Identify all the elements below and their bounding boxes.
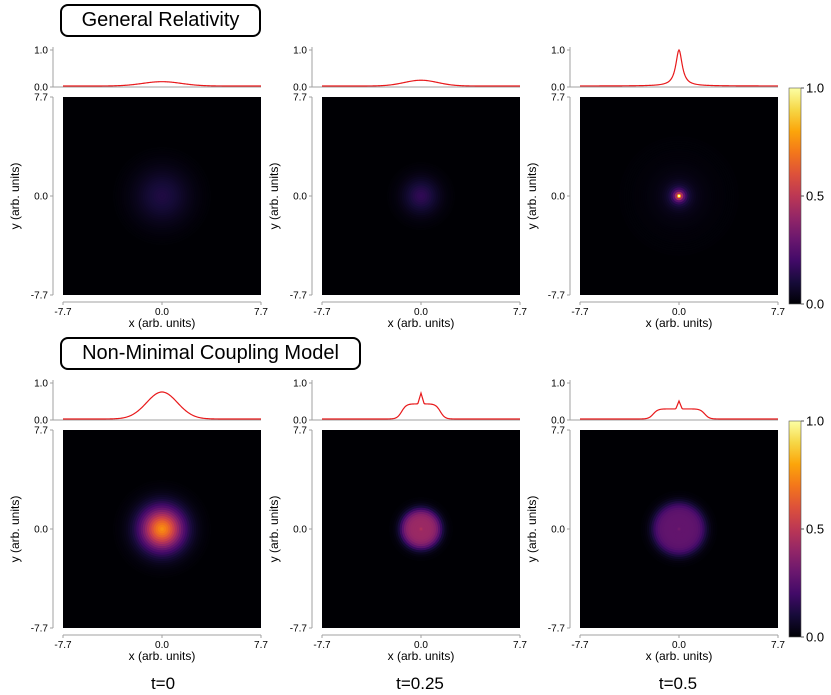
y-axis-label-r1c0: y (arb. units) [8, 496, 22, 563]
x-tick-label-r1c2: 0.0 [672, 640, 686, 651]
x-tick-label-r0c2: 0.0 [672, 307, 686, 318]
x-tick-label-r1c2: 7.7 [771, 640, 785, 651]
density-core-r0c1 [419, 194, 423, 198]
y-axis-label-r0c2: y (arb. units) [525, 163, 539, 230]
y-axis-label-r1c2: y (arb. units) [525, 496, 539, 563]
y-tick-label-r0c0: 0.0 [34, 192, 48, 203]
y-tick-label-r1c0: 0.0 [34, 525, 48, 536]
profile-tick-label-r0c0: 0.0 [34, 83, 48, 94]
time-label-t0: t=0 [150, 674, 176, 693]
x-axis-label-r0c0: x (arb. units) [129, 316, 196, 330]
profile-curve-r0c2 [579, 48, 779, 87]
profile-tick-label-r0c2: 0.0 [551, 83, 565, 94]
y-tick-label-r0c2: 7.7 [551, 93, 565, 104]
x-tick-label-r0c0: -7.7 [54, 307, 72, 318]
y-axis-label-r0c0: y (arb. units) [8, 163, 22, 230]
density-core-r0c0 [160, 194, 164, 198]
profile-tick-label-r1c2: 0.0 [551, 416, 565, 427]
y-tick-label-r1c1: 0.0 [293, 525, 307, 536]
x-axis-label-r1c1: x (arb. units) [388, 649, 455, 663]
profile-tick-label-r0c0: 1.0 [34, 46, 48, 57]
profile-tick-label-r0c1: 0.0 [293, 83, 307, 94]
density-core-r0c2 [677, 194, 681, 198]
colorbar-0 [788, 87, 802, 305]
y-tick-label-r0c2: 0.0 [551, 192, 565, 203]
x-tick-label-r0c2: 7.7 [771, 307, 785, 318]
profile-curve-r1c1 [322, 390, 520, 420]
profile-tick-label-r1c1: 0.0 [293, 416, 307, 427]
x-tick-label-r1c2: -7.7 [571, 640, 589, 651]
x-tick-label-r1c1: -7.7 [313, 640, 331, 651]
x-tick-label-r1c0: 0.0 [155, 640, 169, 651]
y-tick-label-r0c1: 7.7 [293, 93, 307, 104]
y-tick-label-r1c0: -7.7 [31, 624, 49, 635]
time-label-t025: t=0.25 [396, 674, 444, 693]
y-tick-label-r0c1: 0.0 [293, 192, 307, 203]
y-tick-label-r1c2: 7.7 [551, 426, 565, 437]
y-tick-label-r1c2: 0.0 [551, 525, 565, 536]
x-axis-label-r0c2: x (arb. units) [646, 316, 713, 330]
profile-tick-label-r0c2: 1.0 [551, 46, 565, 57]
x-tick-label-r1c0: 7.7 [254, 640, 268, 651]
colorbar-tick-label-1: 0.0 [806, 630, 824, 645]
x-tick-label-r0c1: 7.7 [513, 307, 527, 318]
profile-tick-label-r1c0: 1.0 [34, 379, 48, 390]
x-tick-label-r0c1: 0.0 [414, 307, 428, 318]
x-tick-label-r1c1: 0.0 [414, 640, 428, 651]
density-core-r1c0 [160, 527, 164, 531]
y-axis-label-r0c1: y (arb. units) [267, 163, 281, 230]
y-axis-label-r1c1: y (arb. units) [267, 496, 281, 563]
x-axis-label-r1c2: x (arb. units) [646, 649, 713, 663]
colorbar-tick-label-1: 1.0 [806, 414, 824, 429]
profile-tick-label-r1c0: 0.0 [34, 416, 48, 427]
profile-tick-label-r0c1: 1.0 [293, 46, 307, 57]
y-tick-label-r0c2: -7.7 [548, 291, 566, 302]
profile-curve-r1c2 [580, 399, 778, 420]
profile-tick-label-r1c2: 1.0 [551, 379, 565, 390]
y-tick-label-r1c0: 7.7 [34, 426, 48, 437]
y-tick-label-r0c1: -7.7 [290, 291, 308, 302]
x-axis-label-r0c1: x (arb. units) [388, 316, 455, 330]
panel-title-general-relativity: General Relativity [60, 4, 261, 37]
colorbar-tick-label-0: 0.0 [806, 297, 824, 312]
x-tick-label-r1c1: 7.7 [513, 640, 527, 651]
density-core-r1c1 [419, 527, 423, 531]
x-tick-label-r0c1: -7.7 [313, 307, 331, 318]
colorbar-1 [788, 420, 802, 638]
profile-curve-r0c1 [322, 79, 520, 87]
y-tick-label-r0c0: 7.7 [34, 93, 48, 104]
time-label-t05: t=0.5 [658, 674, 698, 693]
x-axis-label-r1c0: x (arb. units) [129, 649, 196, 663]
colorbar-tick-label-0: 1.0 [806, 81, 824, 96]
density-core-r1c2 [677, 527, 681, 531]
colorbar-tick-label-0: 0.5 [806, 189, 824, 204]
x-tick-label-r1c0: -7.7 [54, 640, 72, 651]
x-tick-label-r0c0: 7.7 [254, 307, 268, 318]
x-tick-label-r0c0: 0.0 [155, 307, 169, 318]
y-tick-label-r0c0: -7.7 [31, 291, 49, 302]
profile-curve-r0c0 [63, 81, 261, 87]
profile-tick-label-r1c1: 1.0 [293, 379, 307, 390]
panel-title-non-minimal-coupling: Non-Minimal Coupling Model [60, 337, 361, 370]
colorbar-tick-label-1: 0.5 [806, 522, 824, 537]
y-tick-label-r1c2: -7.7 [548, 624, 566, 635]
y-tick-label-r1c1: -7.7 [290, 624, 308, 635]
x-tick-label-r0c2: -7.7 [571, 307, 589, 318]
profile-curve-r1c0 [63, 391, 261, 420]
y-tick-label-r1c1: 7.7 [293, 426, 307, 437]
